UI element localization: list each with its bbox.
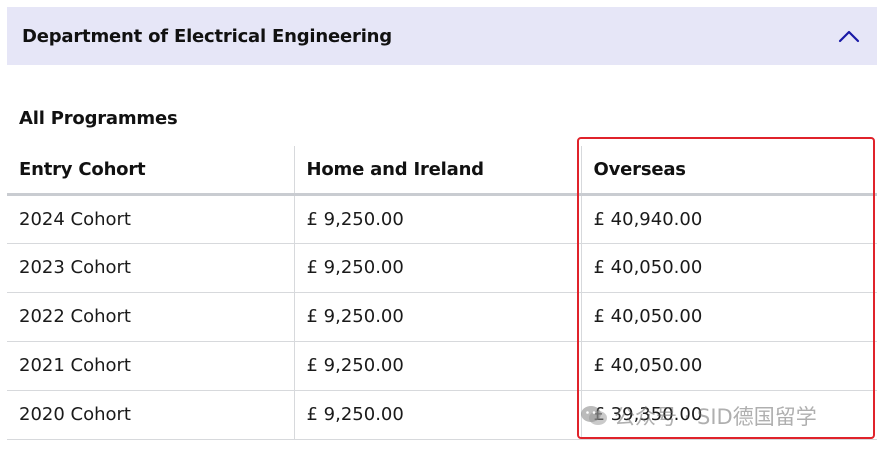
accordion-title: Department of Electrical Engineering — [22, 25, 392, 47]
cohort-cell: 2020 Cohort — [7, 390, 294, 440]
home-fee-cell: £ 9,250.00 — [293, 194, 581, 244]
fees-table: Entry Cohort Home and Ireland Overseas 2… — [7, 146, 877, 440]
home-fee-cell: £ 9,250.00 — [293, 341, 581, 391]
overseas-fee-cell: £ 40,050.00 — [580, 243, 877, 293]
accordion-header[interactable]: Department of Electrical Engineering — [7, 7, 877, 65]
column-header-entry-cohort: Entry Cohort — [7, 146, 294, 196]
table-row: 2023 Cohort £ 9,250.00 £ 40,050.00 — [7, 243, 877, 293]
home-fee-cell: £ 9,250.00 — [293, 390, 581, 440]
table-row: 2020 Cohort £ 9,250.00 £ 39,350.00 — [7, 390, 877, 440]
cohort-cell: 2024 Cohort — [7, 194, 294, 244]
section-title: All Programmes — [19, 108, 178, 129]
table-row: 2022 Cohort £ 9,250.00 £ 40,050.00 — [7, 292, 877, 342]
chevron-up-icon[interactable] — [837, 24, 861, 48]
table-row: 2021 Cohort £ 9,250.00 £ 40,050.00 — [7, 341, 877, 391]
overseas-fee-cell: £ 39,350.00 — [580, 390, 877, 440]
table-row: 2024 Cohort £ 9,250.00 £ 40,940.00 — [7, 194, 877, 244]
overseas-fee-cell: £ 40,050.00 — [580, 292, 877, 342]
column-header-home-and-ireland: Home and Ireland — [293, 146, 581, 196]
overseas-fee-cell: £ 40,940.00 — [580, 194, 877, 244]
table-header-row: Entry Cohort Home and Ireland Overseas — [7, 146, 877, 196]
cohort-cell: 2023 Cohort — [7, 243, 294, 293]
home-fee-cell: £ 9,250.00 — [293, 243, 581, 293]
cohort-cell: 2021 Cohort — [7, 341, 294, 391]
overseas-fee-cell: £ 40,050.00 — [580, 341, 877, 391]
home-fee-cell: £ 9,250.00 — [293, 292, 581, 342]
cohort-cell: 2022 Cohort — [7, 292, 294, 342]
column-header-overseas: Overseas — [580, 146, 877, 196]
